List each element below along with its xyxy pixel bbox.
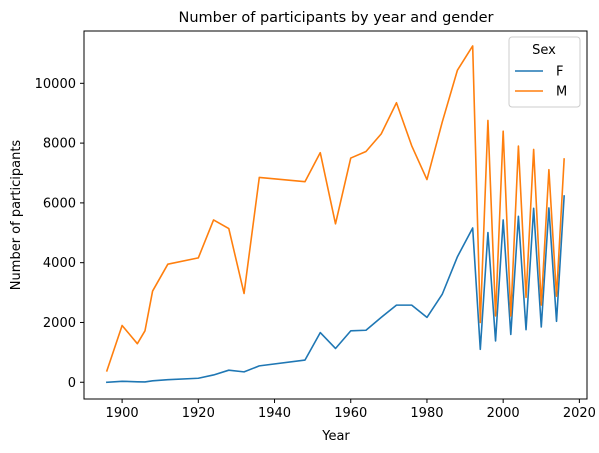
x-tick-label: 1980 <box>410 406 443 421</box>
series-line-f <box>106 195 565 384</box>
legend-title: Sex <box>532 43 556 58</box>
plot-area <box>83 30 588 400</box>
legend: Sex FM <box>508 36 581 108</box>
y-tick-label: 2000 <box>43 316 76 331</box>
series-line-m <box>105 45 565 372</box>
series-layer <box>105 45 565 384</box>
x-tick-label: 1920 <box>182 406 215 421</box>
x-tick-label: 1900 <box>106 406 139 421</box>
x-tick-label: 1960 <box>334 406 367 421</box>
y-tick-label: 0 <box>68 376 76 391</box>
legend-box <box>508 36 581 108</box>
y-axis: 0 2000 4000 6000 8000 10000 <box>35 77 84 391</box>
x-tick-label: 2000 <box>487 406 520 421</box>
plot-frame <box>83 30 588 400</box>
legend-label-f: F <box>556 65 563 80</box>
chart-title: Number of participants by year and gende… <box>179 10 494 26</box>
x-tick-label: 1940 <box>258 406 291 421</box>
y-tick-label: 6000 <box>43 196 76 211</box>
x-axis-label: Year <box>321 429 350 444</box>
x-tick-label: 2020 <box>563 406 596 421</box>
y-axis-label: Number of participants <box>9 140 24 291</box>
legend-label-m: M <box>556 85 567 100</box>
y-tick-label: 10000 <box>35 77 76 92</box>
x-axis: 1900 1920 1940 1960 1980 2000 2020 <box>106 399 596 421</box>
y-tick-label: 8000 <box>43 137 76 152</box>
legend-entries: FM <box>515 65 567 100</box>
y-tick-label: 4000 <box>43 256 76 271</box>
